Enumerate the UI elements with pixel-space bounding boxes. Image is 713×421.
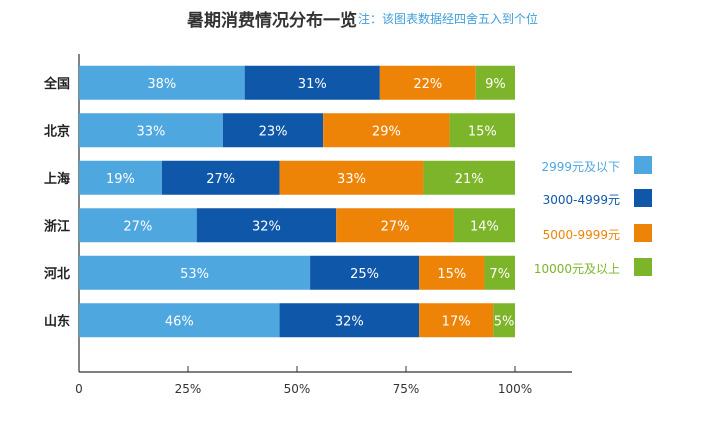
bar-segment (449, 113, 515, 148)
legend-label: 3000-4999元 (542, 193, 620, 207)
bar-segment (222, 113, 324, 148)
data-label: 27% (381, 219, 410, 234)
bar-segment (419, 303, 494, 338)
bar-segment (336, 208, 454, 243)
chart-title: 暑期消费情况分布一览 (187, 11, 357, 31)
legend-label: 5000-9999元 (542, 228, 620, 242)
bar-segment (379, 65, 476, 100)
bar-segment (79, 65, 245, 100)
bar-segment (310, 255, 420, 290)
bar-segment (475, 65, 515, 100)
bar-segment (323, 113, 450, 148)
bar-segment (453, 208, 515, 243)
bar-segment (279, 303, 420, 338)
legend-item: 5000-9999元 (522, 224, 652, 244)
bar-segment (244, 65, 380, 100)
legend-swatch (634, 156, 652, 174)
legend-item: 10000元及以上 (522, 258, 652, 278)
data-label: 32% (252, 219, 281, 234)
legend-swatch (634, 224, 652, 242)
x-tick-label: 75% (393, 382, 420, 396)
category-label: 河北 (44, 266, 70, 282)
x-tick-label: 50% (284, 382, 311, 396)
data-label: 7% (489, 267, 510, 282)
data-label: 33% (136, 124, 165, 139)
x-tick-label: 100% (498, 382, 532, 396)
data-label: 27% (123, 219, 152, 234)
bar-segment (419, 255, 485, 290)
category-label: 山东 (44, 313, 70, 329)
bar-segment (79, 303, 280, 338)
data-label: 15% (468, 124, 497, 139)
data-label: 29% (372, 124, 401, 139)
bar-segment (493, 303, 515, 338)
data-label: 14% (470, 219, 499, 234)
data-label: 5% (494, 314, 515, 329)
data-label: 53% (180, 267, 209, 282)
legend-swatch (634, 258, 652, 276)
data-label: 21% (455, 172, 484, 187)
data-label: 23% (259, 124, 288, 139)
data-label: 15% (437, 267, 466, 282)
legend-item: 3000-4999元 (522, 189, 652, 209)
bar-segment (196, 208, 337, 243)
chart-note: 注：该图表数据经四舍五入到个位 (358, 12, 539, 26)
data-label: 25% (350, 267, 379, 282)
data-label: 31% (298, 77, 327, 92)
legend-item: 2999元及以下 (522, 156, 652, 176)
bar-segment (423, 160, 515, 195)
category-label: 浙江 (44, 218, 70, 234)
bar-segment (79, 160, 162, 195)
bar-segment (279, 160, 424, 195)
bar-segment (161, 160, 280, 195)
bar-segment (79, 255, 311, 290)
bar-segment (484, 255, 515, 290)
data-label: 32% (335, 314, 364, 329)
x-tick-label: 25% (175, 382, 202, 396)
data-label: 33% (337, 172, 366, 187)
legend-swatch (634, 189, 652, 207)
data-label: 9% (485, 77, 506, 92)
category-label: 北京 (44, 123, 70, 139)
data-label: 27% (206, 172, 235, 187)
data-label: 22% (413, 77, 442, 92)
legend-label: 10000元及以上 (533, 262, 620, 276)
category-label: 上海 (44, 171, 70, 187)
bar-segment (79, 113, 223, 148)
data-label: 46% (165, 314, 194, 329)
data-label: 38% (147, 77, 176, 92)
category-label: 全国 (43, 76, 70, 92)
data-label: 19% (106, 172, 135, 187)
bar-segment (79, 208, 197, 243)
data-label: 17% (442, 314, 471, 329)
legend-label: 2999元及以下 (541, 160, 620, 174)
x-tick-label: 0 (75, 382, 83, 396)
